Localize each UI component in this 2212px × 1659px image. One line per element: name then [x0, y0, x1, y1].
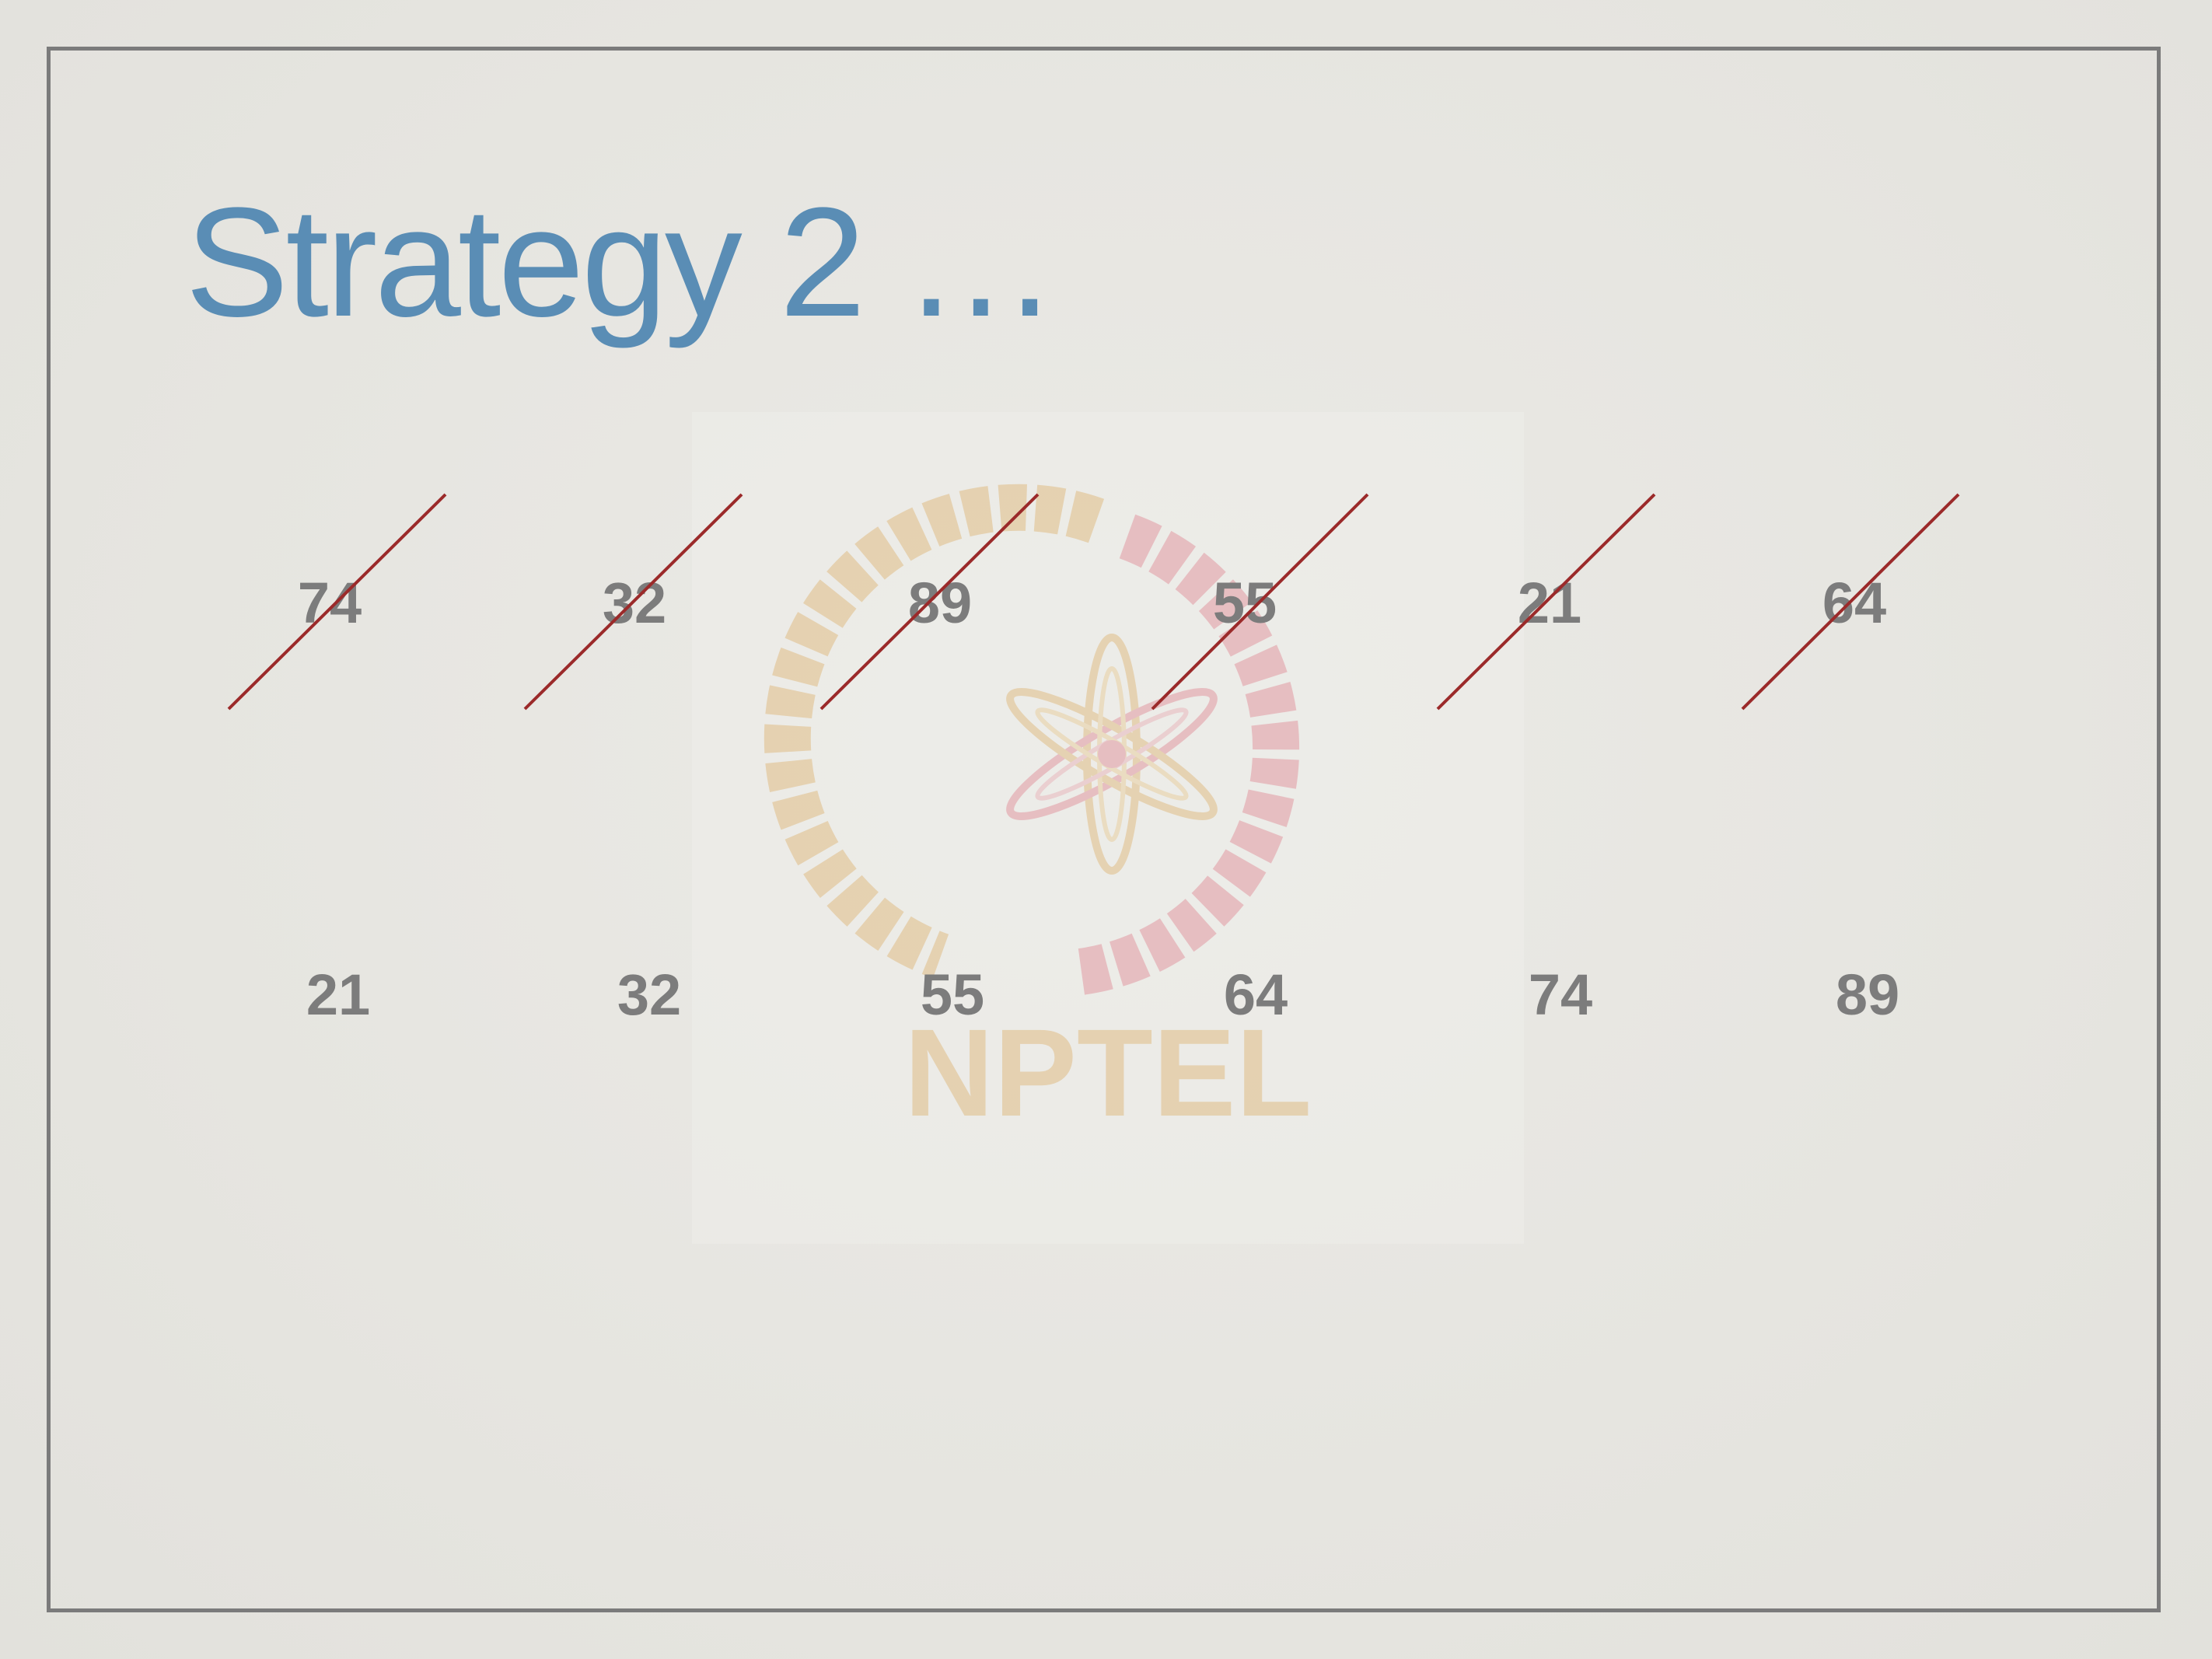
sorted-number: 74 — [1528, 962, 1593, 1027]
original-number: 55 — [1212, 571, 1277, 635]
sorted-number: 89 — [1835, 962, 1900, 1027]
sorted-number: 55 — [920, 962, 985, 1027]
original-number: 64 — [1822, 571, 1887, 635]
slide-frame — [47, 47, 2161, 1612]
sorted-number: 21 — [306, 962, 371, 1027]
original-number: 74 — [297, 571, 362, 635]
original-number: 21 — [1517, 571, 1582, 635]
slide-title: Strategy 2 … — [185, 176, 1058, 349]
sorted-number: 32 — [617, 962, 682, 1027]
sorted-number: 64 — [1223, 962, 1288, 1027]
original-number: 89 — [907, 571, 973, 635]
original-number: 32 — [602, 571, 667, 635]
watermark-text: NPTEL — [904, 1003, 1312, 1142]
